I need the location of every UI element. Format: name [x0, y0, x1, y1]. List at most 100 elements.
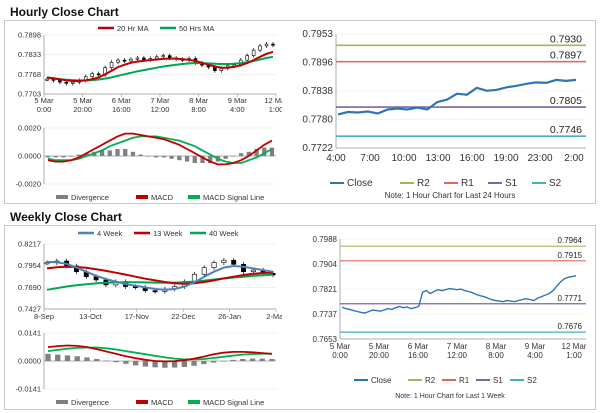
- x-tick-label-time: 0:00: [37, 105, 52, 114]
- candle-body: [155, 56, 159, 59]
- legend-swatch-divergence: [56, 195, 68, 199]
- y-tick-label: 0.7653: [313, 335, 338, 344]
- macd-line: [47, 344, 273, 363]
- divergence-bar: [123, 149, 128, 156]
- x-tick-label-date: 12 Mar: [562, 342, 587, 351]
- weekly-candle-chart: 4 Week 13 Week 40 Week 0.8217 0.7954 0.7690 0.…: [18, 229, 282, 321]
- y-tick-label: 0.7821: [313, 285, 338, 294]
- legend-label: S1: [493, 376, 503, 385]
- divergence-bar: [262, 147, 267, 156]
- x-tick-label-time: 20:00: [73, 105, 92, 114]
- divergence-bar: [64, 355, 71, 361]
- divergence-bar: [259, 358, 265, 361]
- divergence-bar: [231, 156, 236, 157]
- x-tick-label: 13:00: [425, 153, 450, 164]
- candle-body: [64, 81, 69, 84]
- x-tick-label-date: 6 Mar: [112, 96, 132, 105]
- x-tick-label: 17-Nov: [125, 312, 149, 321]
- divergence-bar: [74, 356, 80, 361]
- legend-label: S2: [549, 178, 562, 189]
- divergence-bar: [84, 357, 90, 361]
- divergence-bar: [94, 359, 100, 361]
- weekly-panel: [4, 225, 596, 410]
- candle-body: [129, 58, 133, 62]
- divergence-bar: [208, 156, 213, 163]
- divergence-bar: [240, 359, 246, 361]
- legend-swatch-macd-signal-line: [188, 195, 200, 199]
- x-tick-label-time: 1:00: [566, 351, 582, 360]
- divergence-bar: [76, 154, 82, 156]
- divergence-bar: [246, 151, 251, 156]
- y-tick-label: 0.7768: [18, 70, 41, 79]
- divergence-bar: [161, 156, 166, 158]
- macd-signal-line: [47, 346, 272, 361]
- x-tick-label: 22-Dec: [171, 312, 195, 321]
- divergence-bar: [191, 361, 197, 366]
- series-line-13-week: [46, 265, 274, 285]
- divergence-bar: [200, 156, 205, 163]
- divergence-bar: [142, 361, 149, 367]
- candle-body: [96, 73, 101, 76]
- x-tick-label-date: 12 Mar: [264, 96, 282, 105]
- legend-label: 40 Week: [209, 229, 239, 238]
- x-tick-label-date: 7 Mar: [150, 96, 170, 105]
- divergence-bar: [130, 151, 136, 156]
- x-tick-label: 2-Mar: [266, 312, 282, 321]
- x-tick-label: 23:00: [527, 153, 552, 164]
- x-tick-label: 2:00: [564, 153, 584, 164]
- x-tick-label: 4:00: [326, 153, 346, 164]
- hourly-section-title: Hourly Close Chart: [10, 5, 119, 19]
- divergence-bar: [181, 361, 188, 367]
- x-tick-label: 7:00: [360, 153, 380, 164]
- y-tick-label: 0.7953: [302, 29, 333, 40]
- candle-body: [161, 55, 165, 58]
- x-tick-label: 19:00: [493, 153, 518, 164]
- candle-body: [45, 78, 49, 81]
- y-tick-label: 0.0000: [18, 357, 41, 366]
- divergence-bar: [152, 361, 158, 368]
- divergence-bar: [184, 156, 190, 162]
- legend-swatch-macd: [136, 195, 148, 199]
- legend-label: S1: [505, 178, 518, 189]
- y-tick-label: 0.7427: [18, 305, 41, 314]
- candle-body: [135, 57, 140, 60]
- x-tick-label-date: 9 Mar: [228, 96, 248, 105]
- candle-body: [116, 59, 120, 63]
- divergence-bar: [132, 361, 139, 366]
- candle-body: [58, 80, 62, 83]
- x-tick-label-time: 16:00: [408, 351, 429, 360]
- divergence-bar: [84, 153, 89, 156]
- x-tick-label: 8-Sep: [34, 312, 54, 321]
- divergence-bar: [192, 156, 197, 163]
- divergence-bar: [238, 153, 244, 156]
- level-label-s2: 0.7746: [550, 124, 582, 136]
- level-label-r1: 0.7915: [558, 251, 583, 260]
- y-tick-label: 0.7780: [302, 115, 333, 126]
- candle-body: [250, 269, 256, 273]
- y-tick-label: -0.0020: [16, 180, 41, 189]
- x-tick-label-time: 20:00: [369, 351, 390, 360]
- legend-label: Divergence: [71, 398, 109, 407]
- legend-label: 4 Week: [97, 229, 123, 238]
- x-tick-label: 26-Jan: [218, 312, 241, 321]
- y-tick-label: 0.0020: [18, 124, 41, 133]
- macd-line: [47, 132, 273, 166]
- divergence-bar: [103, 360, 110, 362]
- divergence-bar: [61, 156, 66, 158]
- legend-swatch-macd-signal-line: [188, 400, 200, 404]
- x-tick-label-date: 6 Mar: [408, 342, 429, 351]
- legend-label: Close: [371, 376, 392, 385]
- candle-body: [251, 49, 256, 56]
- x-tick-label-time: 8:00: [488, 351, 504, 360]
- divergence-bar: [220, 361, 226, 362]
- legend-label: Divergence: [71, 193, 109, 202]
- divergence-bar: [223, 156, 228, 159]
- divergence-bar: [45, 353, 51, 361]
- candle-body: [211, 262, 217, 268]
- legend-label: MACD: [151, 398, 174, 407]
- legend-swatch-macd: [136, 400, 148, 404]
- y-tick-label: 0.7838: [302, 86, 333, 97]
- divergence-bar: [201, 361, 207, 365]
- divergence-bar: [55, 354, 61, 361]
- divergence-bar: [254, 149, 259, 156]
